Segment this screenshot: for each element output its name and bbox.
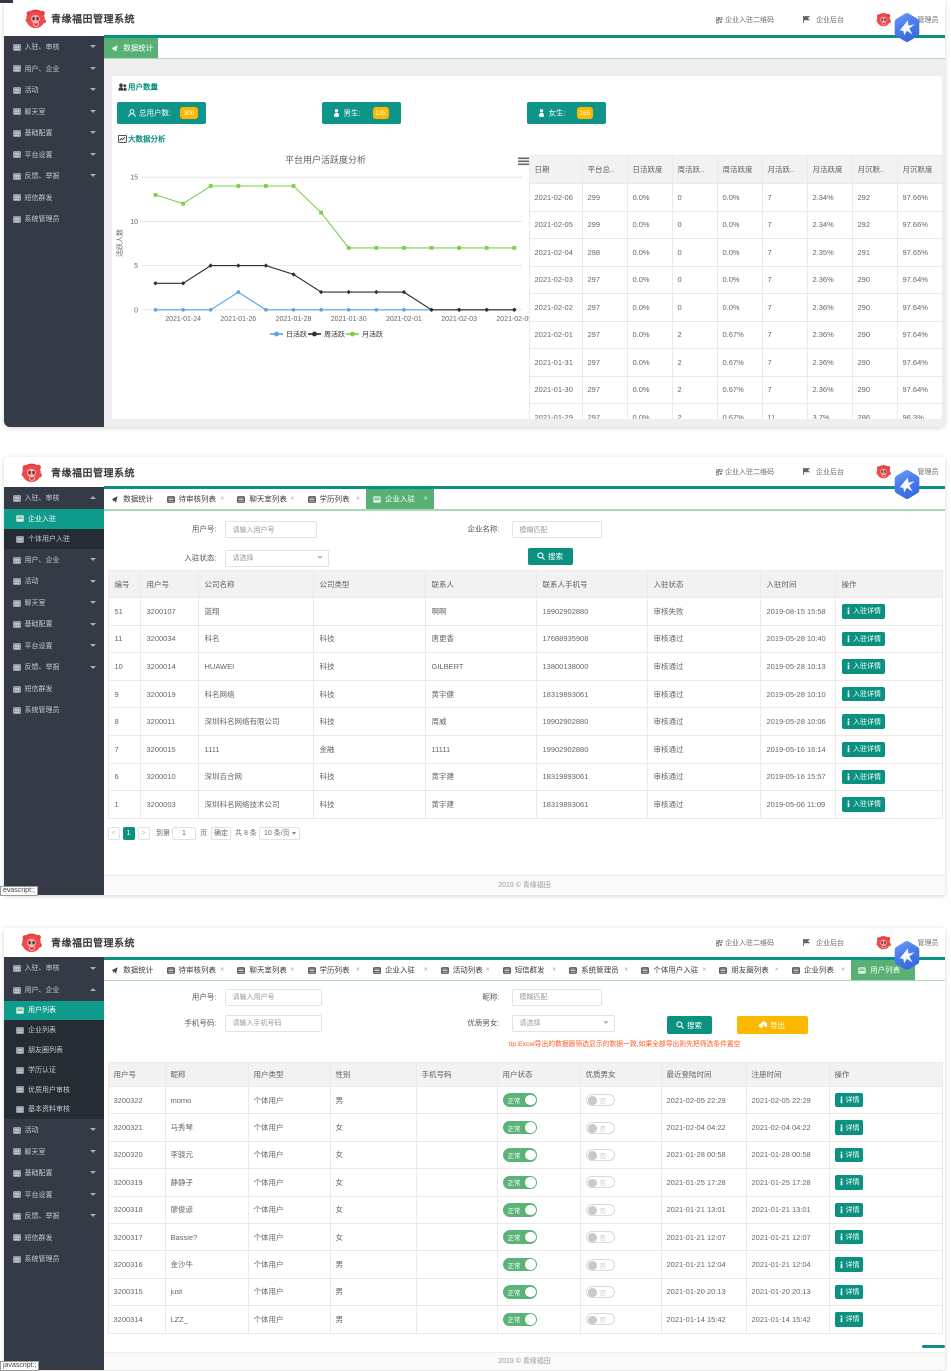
svg-text:15: 15 — [130, 175, 138, 182]
svg-text:2021-01-28: 2021-01-28 — [275, 316, 311, 323]
svg-text:2021-02-05: 2021-02-05 — [496, 316, 530, 323]
svg-text:0: 0 — [134, 307, 138, 314]
svg-text:日活跃: 日活跃 — [286, 330, 307, 339]
svg-text:2021-01-26: 2021-01-26 — [220, 316, 256, 323]
svg-text:2021-02-01: 2021-02-01 — [385, 316, 421, 323]
svg-text:活跃人数: 活跃人数 — [115, 229, 124, 257]
svg-text:月活跃: 月活跃 — [362, 330, 383, 339]
svg-text:2021-01-30: 2021-01-30 — [330, 316, 366, 323]
svg-text:平台用户活跃度分析: 平台用户活跃度分析 — [284, 154, 365, 165]
svg-text:2021-02-03: 2021-02-03 — [441, 316, 477, 323]
svg-text:2021-01-24: 2021-01-24 — [165, 316, 201, 323]
svg-text:周活跃: 周活跃 — [324, 330, 345, 339]
svg-text:5: 5 — [134, 263, 138, 270]
svg-text:10: 10 — [130, 219, 138, 226]
